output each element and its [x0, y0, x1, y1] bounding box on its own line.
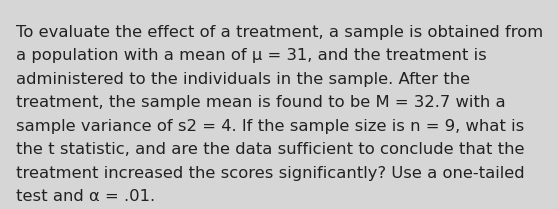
Text: treatment, the sample mean is found to be M = 32.7 with a: treatment, the sample mean is found to b…: [16, 95, 505, 110]
Text: the t statistic, and are the data sufficient to conclude that the: the t statistic, and are the data suffic…: [16, 142, 524, 157]
Text: To evaluate the effect of a treatment, a sample is obtained from: To evaluate the effect of a treatment, a…: [16, 25, 543, 40]
Text: administered to the individuals in the sample. After the: administered to the individuals in the s…: [16, 72, 470, 87]
Text: test and α = .01.: test and α = .01.: [16, 189, 155, 204]
Text: a population with a mean of μ = 31, and the treatment is: a population with a mean of μ = 31, and …: [16, 48, 487, 64]
Text: treatment increased the scores significantly? Use a one-tailed: treatment increased the scores significa…: [16, 166, 525, 181]
Text: sample variance of s2 = 4. If the sample size is n = 9, what is: sample variance of s2 = 4. If the sample…: [16, 119, 524, 134]
